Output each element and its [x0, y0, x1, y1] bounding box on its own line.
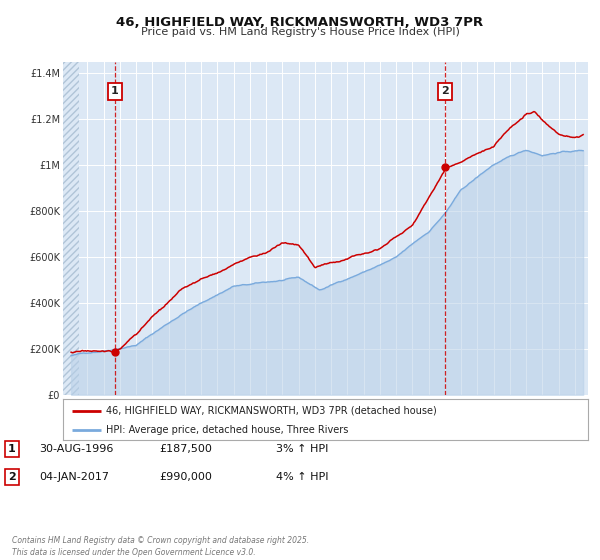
Text: 2: 2: [442, 86, 449, 96]
Text: Price paid vs. HM Land Registry's House Price Index (HPI): Price paid vs. HM Land Registry's House …: [140, 27, 460, 37]
Bar: [63, 62, 79, 395]
Text: 1: 1: [110, 86, 118, 96]
Text: £990,000: £990,000: [159, 472, 212, 482]
Text: 46, HIGHFIELD WAY, RICKMANSWORTH, WD3 7PR (detached house): 46, HIGHFIELD WAY, RICKMANSWORTH, WD3 7P…: [106, 405, 437, 416]
Text: 2: 2: [8, 472, 16, 482]
Text: HPI: Average price, detached house, Three Rivers: HPI: Average price, detached house, Thre…: [106, 424, 349, 435]
Text: 30-AUG-1996: 30-AUG-1996: [39, 444, 113, 454]
Text: £187,500: £187,500: [159, 444, 212, 454]
Text: 4% ↑ HPI: 4% ↑ HPI: [276, 472, 329, 482]
Text: 04-JAN-2017: 04-JAN-2017: [39, 472, 109, 482]
Text: 3% ↑ HPI: 3% ↑ HPI: [276, 444, 328, 454]
Text: 1: 1: [8, 444, 16, 454]
Text: 46, HIGHFIELD WAY, RICKMANSWORTH, WD3 7PR: 46, HIGHFIELD WAY, RICKMANSWORTH, WD3 7P…: [116, 16, 484, 29]
Text: Contains HM Land Registry data © Crown copyright and database right 2025.
This d: Contains HM Land Registry data © Crown c…: [12, 536, 309, 557]
